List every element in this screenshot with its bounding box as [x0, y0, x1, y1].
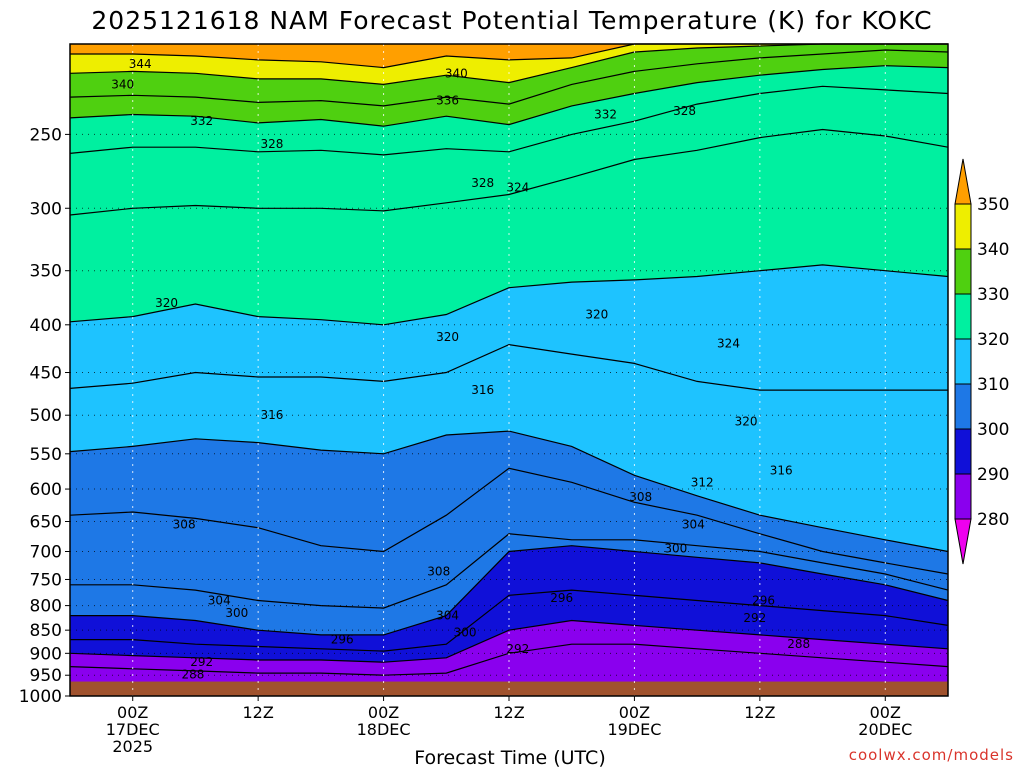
contour-label: 320 [585, 308, 608, 322]
contour-label: 340 [445, 66, 468, 80]
contour-label: 320 [436, 330, 459, 344]
colorbar-arrow-low [954, 518, 972, 565]
isentrope-312 [69, 430, 949, 553]
isentrope-308 [69, 467, 949, 575]
colorbar-box [954, 248, 972, 295]
y-tick-label: 950 [30, 666, 62, 686]
x-tick-label: 00Z [619, 703, 650, 722]
contour-label: 300 [225, 606, 248, 620]
contour-label: 332 [190, 114, 213, 128]
x-tick-label: 00Z [870, 703, 901, 722]
colorbar-box [954, 383, 972, 430]
isentrope-328 [69, 85, 949, 156]
y-tick-label: 450 [30, 364, 62, 384]
chart-title: 2025121618 NAM Forecast Potential Temper… [91, 6, 932, 35]
contour-label: 328 [260, 137, 283, 151]
x-tick-label: 00Z [368, 703, 399, 722]
x-tick-label: 18DEC [357, 720, 411, 739]
contour-label: 340 [111, 77, 134, 91]
contour-label: 296 [550, 591, 573, 605]
contour-label: 324 [717, 337, 740, 351]
colorbar-box [954, 473, 972, 520]
colorbar-label: 280 [977, 510, 1009, 530]
x-tick-label: 12Z [493, 703, 524, 722]
contour-label: 296 [752, 594, 775, 608]
colorbar-label: 320 [977, 330, 1009, 350]
colorbar: 280 290 300 310 320 330 340 350 [954, 158, 1009, 565]
colorbar-label: 300 [977, 420, 1009, 440]
contour-label: 292 [190, 655, 213, 669]
contour-label: 304 [436, 609, 459, 623]
colorbar-label: 330 [977, 285, 1009, 305]
contour-label: 328 [673, 104, 696, 118]
x-tick-label: 19DEC [607, 720, 661, 739]
contour-label: 316 [471, 383, 494, 397]
contour-label: 308 [427, 564, 450, 578]
contour-label: 292 [506, 642, 529, 656]
x-tick-label: 00Z [117, 703, 148, 722]
y-tick-label: 900 [30, 644, 62, 664]
x-tick-label: 17DEC [106, 720, 160, 739]
contour-label: 300 [664, 542, 687, 556]
contour-label: 292 [743, 611, 766, 625]
contour-label: 320 [155, 296, 178, 310]
contour-label: 312 [691, 475, 714, 489]
contour-label: 304 [682, 518, 705, 532]
x-axis-label: Forecast Time (UTC) [414, 747, 605, 768]
contour-label: 308 [173, 518, 196, 532]
isentrope-320 [69, 264, 949, 326]
contour-label: 316 [770, 463, 793, 477]
colorbar-box [954, 293, 972, 340]
isentrope-316 [69, 343, 948, 391]
contour-label: 308 [629, 490, 652, 504]
colorbar-label: 290 [977, 465, 1009, 485]
contour-label: 344 [129, 57, 152, 71]
y-tick-label: 500 [30, 406, 62, 426]
isentrope-324 [69, 128, 949, 216]
colorbar-label: 350 [977, 195, 1009, 215]
colorbar-label: 310 [977, 375, 1009, 395]
x-tick-label: 12Z [744, 703, 775, 722]
y-tick-label: 550 [30, 445, 62, 465]
contour-label: 336 [436, 94, 459, 108]
y-tick-label: 800 [30, 597, 62, 617]
y-tick-label: 400 [30, 316, 62, 336]
credit-text: coolwx.com/models [849, 746, 1014, 764]
y-tick-label: 600 [30, 480, 62, 500]
isentrope-296 [70, 589, 949, 652]
y-tick-label: 850 [30, 621, 62, 641]
contour-label: 324 [506, 180, 529, 194]
x-tick-label: 12Z [242, 703, 273, 722]
y-tick-label: 1000 [19, 687, 62, 707]
plot-area: 344 340 340 336 332 332 328 328 328 324 324 320 320 3… [69, 43, 949, 697]
colorbar-box [954, 203, 972, 250]
contour-label: 288 [787, 637, 810, 651]
colorbar-box [954, 428, 972, 475]
colorbar-box [954, 338, 972, 385]
colorbar-label: 340 [977, 240, 1009, 260]
contour-label: 332 [594, 107, 617, 121]
y-tick-label: 750 [30, 570, 62, 590]
y-axis: 250 300 350 400 450 500 550 600 650 700 750 800 850 9… [19, 125, 70, 707]
x-tick-label: 20DEC [858, 720, 912, 739]
isentrope-336 [69, 49, 949, 107]
y-tick-label: 650 [30, 512, 62, 532]
contour-label: 320 [735, 415, 758, 429]
y-tick-label: 350 [30, 262, 62, 282]
isentrope-304 [70, 533, 949, 609]
colorbar-arrow-high [954, 158, 972, 205]
contour-label: 304 [208, 594, 231, 608]
isentrope-332 [69, 65, 949, 127]
y-tick-label: 250 [30, 125, 62, 145]
contour-label: 316 [260, 408, 283, 422]
y-tick-label: 700 [30, 543, 62, 563]
y-tick-label: 300 [30, 199, 62, 219]
contour-label: 296 [331, 633, 354, 647]
contour-label: 300 [454, 626, 477, 640]
contour-label: 288 [181, 667, 204, 681]
contour-label: 328 [471, 176, 494, 190]
x-tick-label: 2025 [112, 737, 153, 756]
